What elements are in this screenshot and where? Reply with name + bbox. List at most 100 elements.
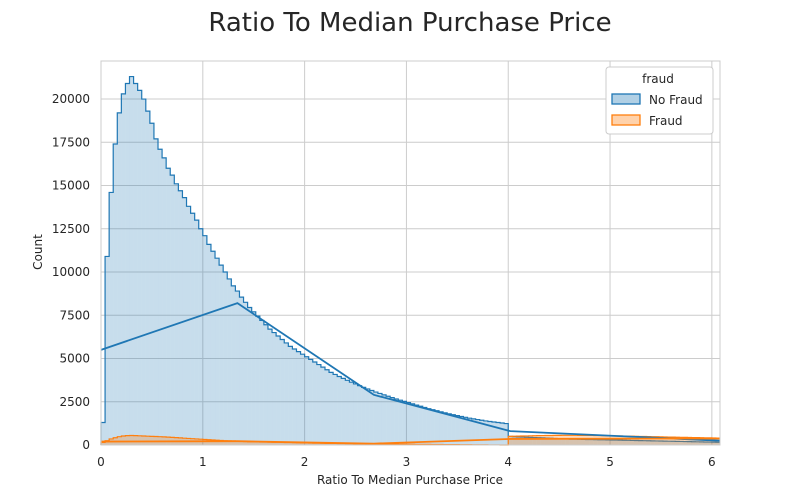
- histogram-bar: [239, 297, 244, 445]
- histogram-bar: [548, 438, 554, 445]
- histogram-bar: [610, 435, 615, 445]
- histogram-bar: [605, 439, 611, 445]
- histogram-bar: [479, 420, 484, 445]
- histogram-bar: [255, 441, 260, 445]
- histogram-bar: [544, 435, 549, 445]
- histogram-bar: [227, 278, 232, 445]
- histogram-bar: [259, 320, 264, 445]
- histogram-bar: [707, 437, 712, 445]
- histogram-bar: [247, 307, 252, 445]
- histogram-bar: [434, 410, 440, 445]
- histogram-bar: [524, 437, 529, 445]
- histogram-bar: [133, 83, 138, 446]
- histogram-bar: [426, 408, 431, 445]
- histogram-bar: [573, 435, 578, 445]
- histogram-bar: [235, 441, 240, 445]
- histogram-bar: [528, 437, 533, 445]
- histogram-bar: [369, 390, 374, 445]
- histogram-bar: [178, 190, 183, 445]
- x-tick-label: 1: [199, 455, 207, 469]
- y-tick-label: 5000: [59, 352, 90, 366]
- histogram-bar: [475, 419, 480, 445]
- histogram-bar: [626, 440, 631, 445]
- histogram-bar: [516, 436, 521, 445]
- histogram-bar: [646, 440, 651, 445]
- histogram-bar: [687, 441, 692, 445]
- histogram-bar: [557, 438, 562, 445]
- histogram-bar: [459, 416, 464, 445]
- y-axis-label: Count: [31, 234, 45, 270]
- histogram-bar: [210, 439, 216, 445]
- histogram-bar: [422, 407, 427, 445]
- histogram-bar: [316, 443, 321, 445]
- histogram-bar: [577, 439, 582, 445]
- histogram-bar: [577, 435, 582, 445]
- histogram-bar: [145, 111, 150, 445]
- histogram-bar: [711, 442, 716, 445]
- histogram-bar: [504, 423, 509, 445]
- histogram-bar: [418, 406, 423, 445]
- histogram-bar: [247, 441, 252, 445]
- x-tick-label: 2: [301, 455, 309, 469]
- histogram-bar: [390, 397, 395, 445]
- histogram-bar: [202, 235, 207, 445]
- histogram-bar: [333, 374, 338, 445]
- histogram-bar: [206, 244, 211, 445]
- histogram-bar: [121, 436, 126, 445]
- histogram-bar: [646, 436, 651, 445]
- legend-label-fraud: Fraud: [649, 114, 683, 128]
- histogram-bar: [141, 436, 146, 445]
- histogram-bar: [166, 168, 171, 446]
- histogram-bar: [349, 443, 354, 445]
- y-tick-label: 0: [82, 438, 90, 452]
- histogram-bar: [601, 435, 606, 445]
- histogram-bar: [280, 339, 285, 445]
- plot-border: [100, 60, 721, 446]
- histogram-bar: [711, 437, 716, 445]
- histogram-bar: [553, 438, 558, 445]
- histogram-bar: [219, 440, 224, 445]
- histogram-bar: [337, 376, 342, 445]
- histogram-bar: [324, 369, 330, 445]
- histogram-bar: [329, 443, 334, 445]
- histogram-bar: [642, 440, 647, 445]
- histogram-bar: [276, 336, 281, 445]
- histogram-bar: [605, 435, 611, 445]
- histogram-bar: [280, 442, 285, 445]
- legend-swatch-fraud: [611, 114, 641, 126]
- histogram-bar: [532, 435, 537, 445]
- histogram-bar: [117, 112, 122, 445]
- histogram-bar: [638, 436, 643, 445]
- histogram-bar: [284, 342, 289, 445]
- histogram-bar: [715, 442, 720, 445]
- histogram-bar: [292, 349, 297, 445]
- histogram-bar: [251, 311, 256, 445]
- histogram-bar: [206, 439, 211, 445]
- x-tick-label: 3: [403, 455, 411, 469]
- histogram-bar: [491, 421, 497, 445]
- histogram-bar: [162, 157, 167, 445]
- histogram-bar: [190, 213, 195, 445]
- histogram-bar: [695, 441, 700, 445]
- histogram-bar: [255, 316, 260, 445]
- histogram-bar: [667, 441, 672, 445]
- histogram-bar: [654, 436, 659, 445]
- histogram-bar: [662, 441, 668, 445]
- histogram-bar: [235, 291, 240, 445]
- histogram-bar: [394, 398, 399, 445]
- histogram-bar: [304, 442, 309, 445]
- histogram-bar: [113, 144, 118, 445]
- histogram-bar: [463, 417, 468, 445]
- histogram-bar: [105, 440, 110, 445]
- histogram-bar: [667, 437, 672, 445]
- histogram-bar: [561, 435, 566, 445]
- y-tick-label: 7500: [59, 308, 90, 322]
- histogram-bar: [455, 415, 460, 445]
- histogram-bar: [512, 436, 517, 445]
- x-tick-label: 0: [97, 455, 105, 469]
- histogram-bar: [304, 356, 309, 445]
- histogram-bar: [443, 412, 448, 445]
- histogram-bar: [349, 382, 354, 445]
- histogram-bar: [125, 83, 130, 446]
- histogram-bar: [642, 436, 647, 445]
